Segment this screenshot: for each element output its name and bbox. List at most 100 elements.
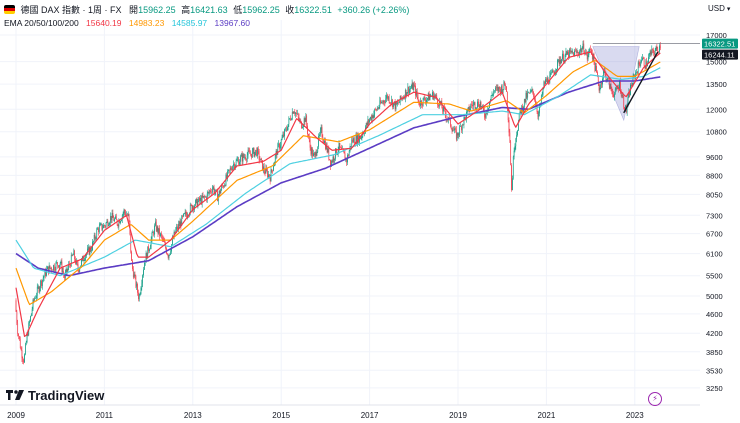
candle-body [641, 60, 642, 63]
candle-body [438, 104, 439, 107]
candle-body [425, 100, 427, 103]
candle-body [210, 190, 211, 192]
candle-body [250, 153, 251, 155]
candle-body [40, 280, 41, 288]
candle-body [200, 198, 201, 202]
candle-body [167, 254, 169, 258]
candle-body [52, 269, 53, 271]
candle-body [91, 250, 92, 251]
candle-body [189, 204, 191, 214]
candle-body [506, 91, 508, 109]
ema200-line [15, 76, 661, 277]
ema50-value: 14983.23 [128, 18, 165, 28]
ema200-value: 13967.60 [214, 18, 250, 28]
candle-body [56, 262, 58, 263]
candle-body [112, 212, 114, 218]
candle-body [417, 96, 419, 100]
candle-body [26, 333, 28, 343]
candle-body [120, 221, 121, 224]
candle-body [121, 219, 122, 222]
candle-body [79, 268, 81, 272]
candle-body [589, 49, 591, 50]
candle-body [278, 143, 279, 145]
candle-body [271, 169, 273, 171]
price-tick-label: 8050 [706, 190, 723, 199]
candle-body [295, 112, 296, 115]
close-label: 收 [285, 5, 295, 15]
drawings-lines[interactable] [592, 43, 700, 114]
candle-body [139, 293, 141, 295]
currency-selector[interactable]: USD ▾ [708, 4, 730, 13]
candle-body [18, 334, 19, 337]
candle-body [590, 49, 591, 50]
candle-body [471, 104, 472, 106]
candle-body [329, 159, 330, 160]
candle-body [101, 223, 103, 230]
candle-body [580, 48, 582, 53]
candle-body [145, 253, 147, 263]
candle-body [318, 135, 319, 147]
price-tick-label: 7300 [706, 211, 723, 220]
candle-body [341, 147, 342, 150]
logo-text: TradingView [28, 388, 105, 403]
candle-body [231, 169, 233, 171]
candle-body [444, 108, 446, 115]
candle-body [149, 246, 151, 250]
trend-line-drawing[interactable] [623, 51, 659, 114]
candle-body [74, 250, 75, 260]
candle-body [100, 223, 102, 225]
candle-body [451, 128, 453, 132]
candle-body [73, 250, 75, 255]
candle-body [360, 137, 362, 139]
candle-body [620, 81, 621, 93]
candle-body [600, 82, 602, 88]
candle-body [407, 86, 409, 93]
candle-body [628, 91, 630, 98]
candle-body [559, 59, 561, 64]
candle-body [610, 83, 612, 89]
lightning-icon[interactable]: ⚡ [648, 392, 662, 406]
candle-body [457, 133, 459, 136]
candle-body [406, 92, 408, 96]
candle-body [217, 191, 218, 202]
candle-body [138, 294, 140, 300]
candle-body [382, 100, 384, 103]
candle-body [592, 53, 594, 60]
candle-body [507, 108, 509, 121]
candle-body [560, 59, 562, 64]
candle-body [254, 151, 256, 157]
candle-body [535, 99, 536, 105]
germany-flag-icon [4, 5, 15, 14]
candle-body [152, 232, 154, 233]
symbol-title[interactable]: 德國 DAX 指數 · 1周 · FX [20, 5, 122, 15]
candle-body [615, 88, 617, 90]
candle-body [277, 144, 279, 155]
candle-body [470, 104, 472, 109]
candle-body [206, 196, 207, 201]
candle-body [362, 133, 364, 137]
ema-legend[interactable]: EMA 20/50/100/200 15640.19 14983.23 1458… [4, 18, 255, 28]
ema50-line [15, 60, 661, 306]
candle-body [302, 124, 304, 127]
candle-body [461, 126, 462, 131]
candle-body [93, 235, 95, 242]
candle-body [51, 267, 53, 270]
candle-body [393, 102, 394, 108]
candle-body [247, 150, 249, 156]
candle-body [102, 228, 104, 230]
candle-body [245, 157, 246, 160]
candle-body [502, 89, 504, 93]
candle-body [207, 192, 209, 194]
candle-body [391, 99, 393, 104]
price-axis[interactable]: 17000 15000 13500 12000 10800 9600 8800 8050 730… [706, 31, 727, 393]
ema100-value: 14585.97 [171, 18, 208, 28]
candle-body [176, 226, 177, 230]
candle-body [442, 108, 444, 112]
tradingview-logo[interactable]: TradingView [6, 388, 104, 403]
time-axis[interactable]: 2009 2011 2013 2015 2017 2019 2021 2023 [0, 404, 700, 420]
candle-body [240, 154, 242, 157]
candle-body [249, 151, 251, 154]
candle-body [30, 313, 32, 317]
candle-body [429, 96, 431, 101]
